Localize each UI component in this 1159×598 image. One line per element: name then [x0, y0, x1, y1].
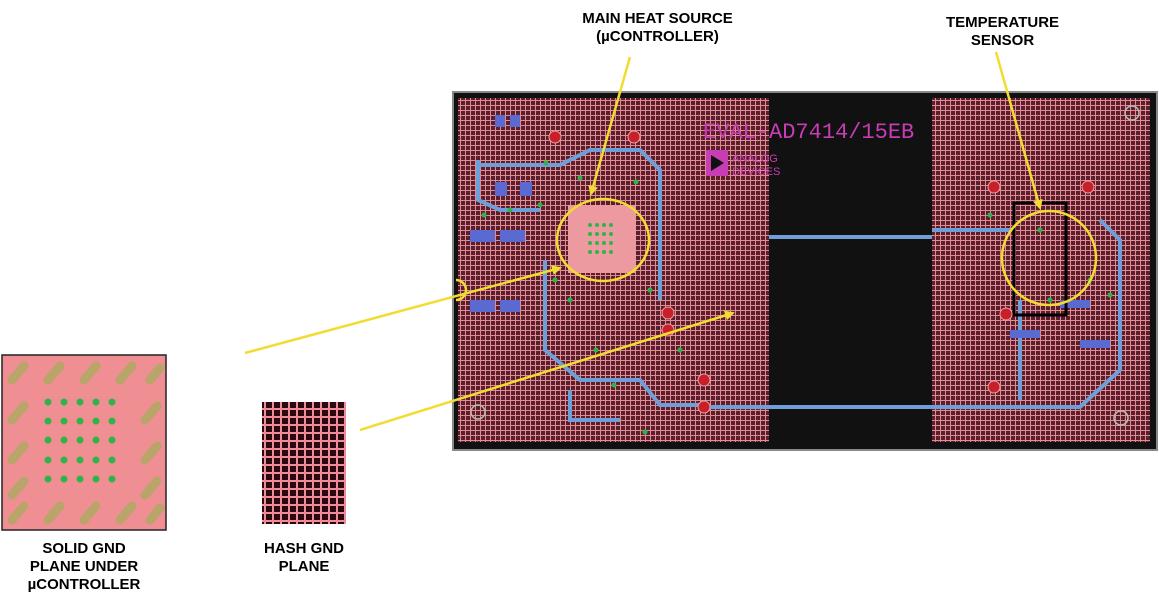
annotations	[244, 51, 1098, 432]
svg-text:ANALOG: ANALOG	[732, 153, 778, 165]
hash-gnd-label: HASH GND PLANE	[263, 540, 344, 575]
vias	[481, 160, 1113, 435]
solid-gnd-arrow	[244, 265, 562, 355]
smd-pads	[470, 115, 1110, 348]
test-points	[548, 130, 1095, 414]
traces	[476, 148, 1122, 422]
analog-devices-logo: ANALOG DEVICES	[706, 150, 780, 178]
microcontroller-pad	[568, 205, 636, 273]
svg-text:DEVICES: DEVICES	[732, 166, 780, 178]
solid-gnd-inset	[1, 354, 167, 531]
mounting-holes	[470, 105, 1140, 426]
hash-gnd-arrow	[359, 310, 735, 432]
temperature-sensor-label: TEMPERATURE SENSOR	[945, 14, 1060, 49]
partial-circle	[455, 278, 468, 302]
sensor-highlight	[1000, 209, 1098, 307]
heat-source-highlight	[555, 197, 651, 283]
board-name: EVAL-AD7414/15EB	[703, 120, 914, 145]
hash-gnd-inset	[262, 402, 346, 524]
right-hash-plane	[932, 98, 1150, 442]
sensor-arrow	[994, 51, 1043, 210]
solid-gnd-label: SOLID GND PLANE UNDER µCONTROLLER	[27, 540, 141, 593]
heat-source-arrow	[588, 56, 632, 196]
pcb-board: EVAL-AD7414/15EB ANALOG DEVICES	[452, 91, 1158, 451]
main-heat-source-label: MAIN HEAT SOURCE (µCONTROLLER)	[582, 10, 733, 45]
